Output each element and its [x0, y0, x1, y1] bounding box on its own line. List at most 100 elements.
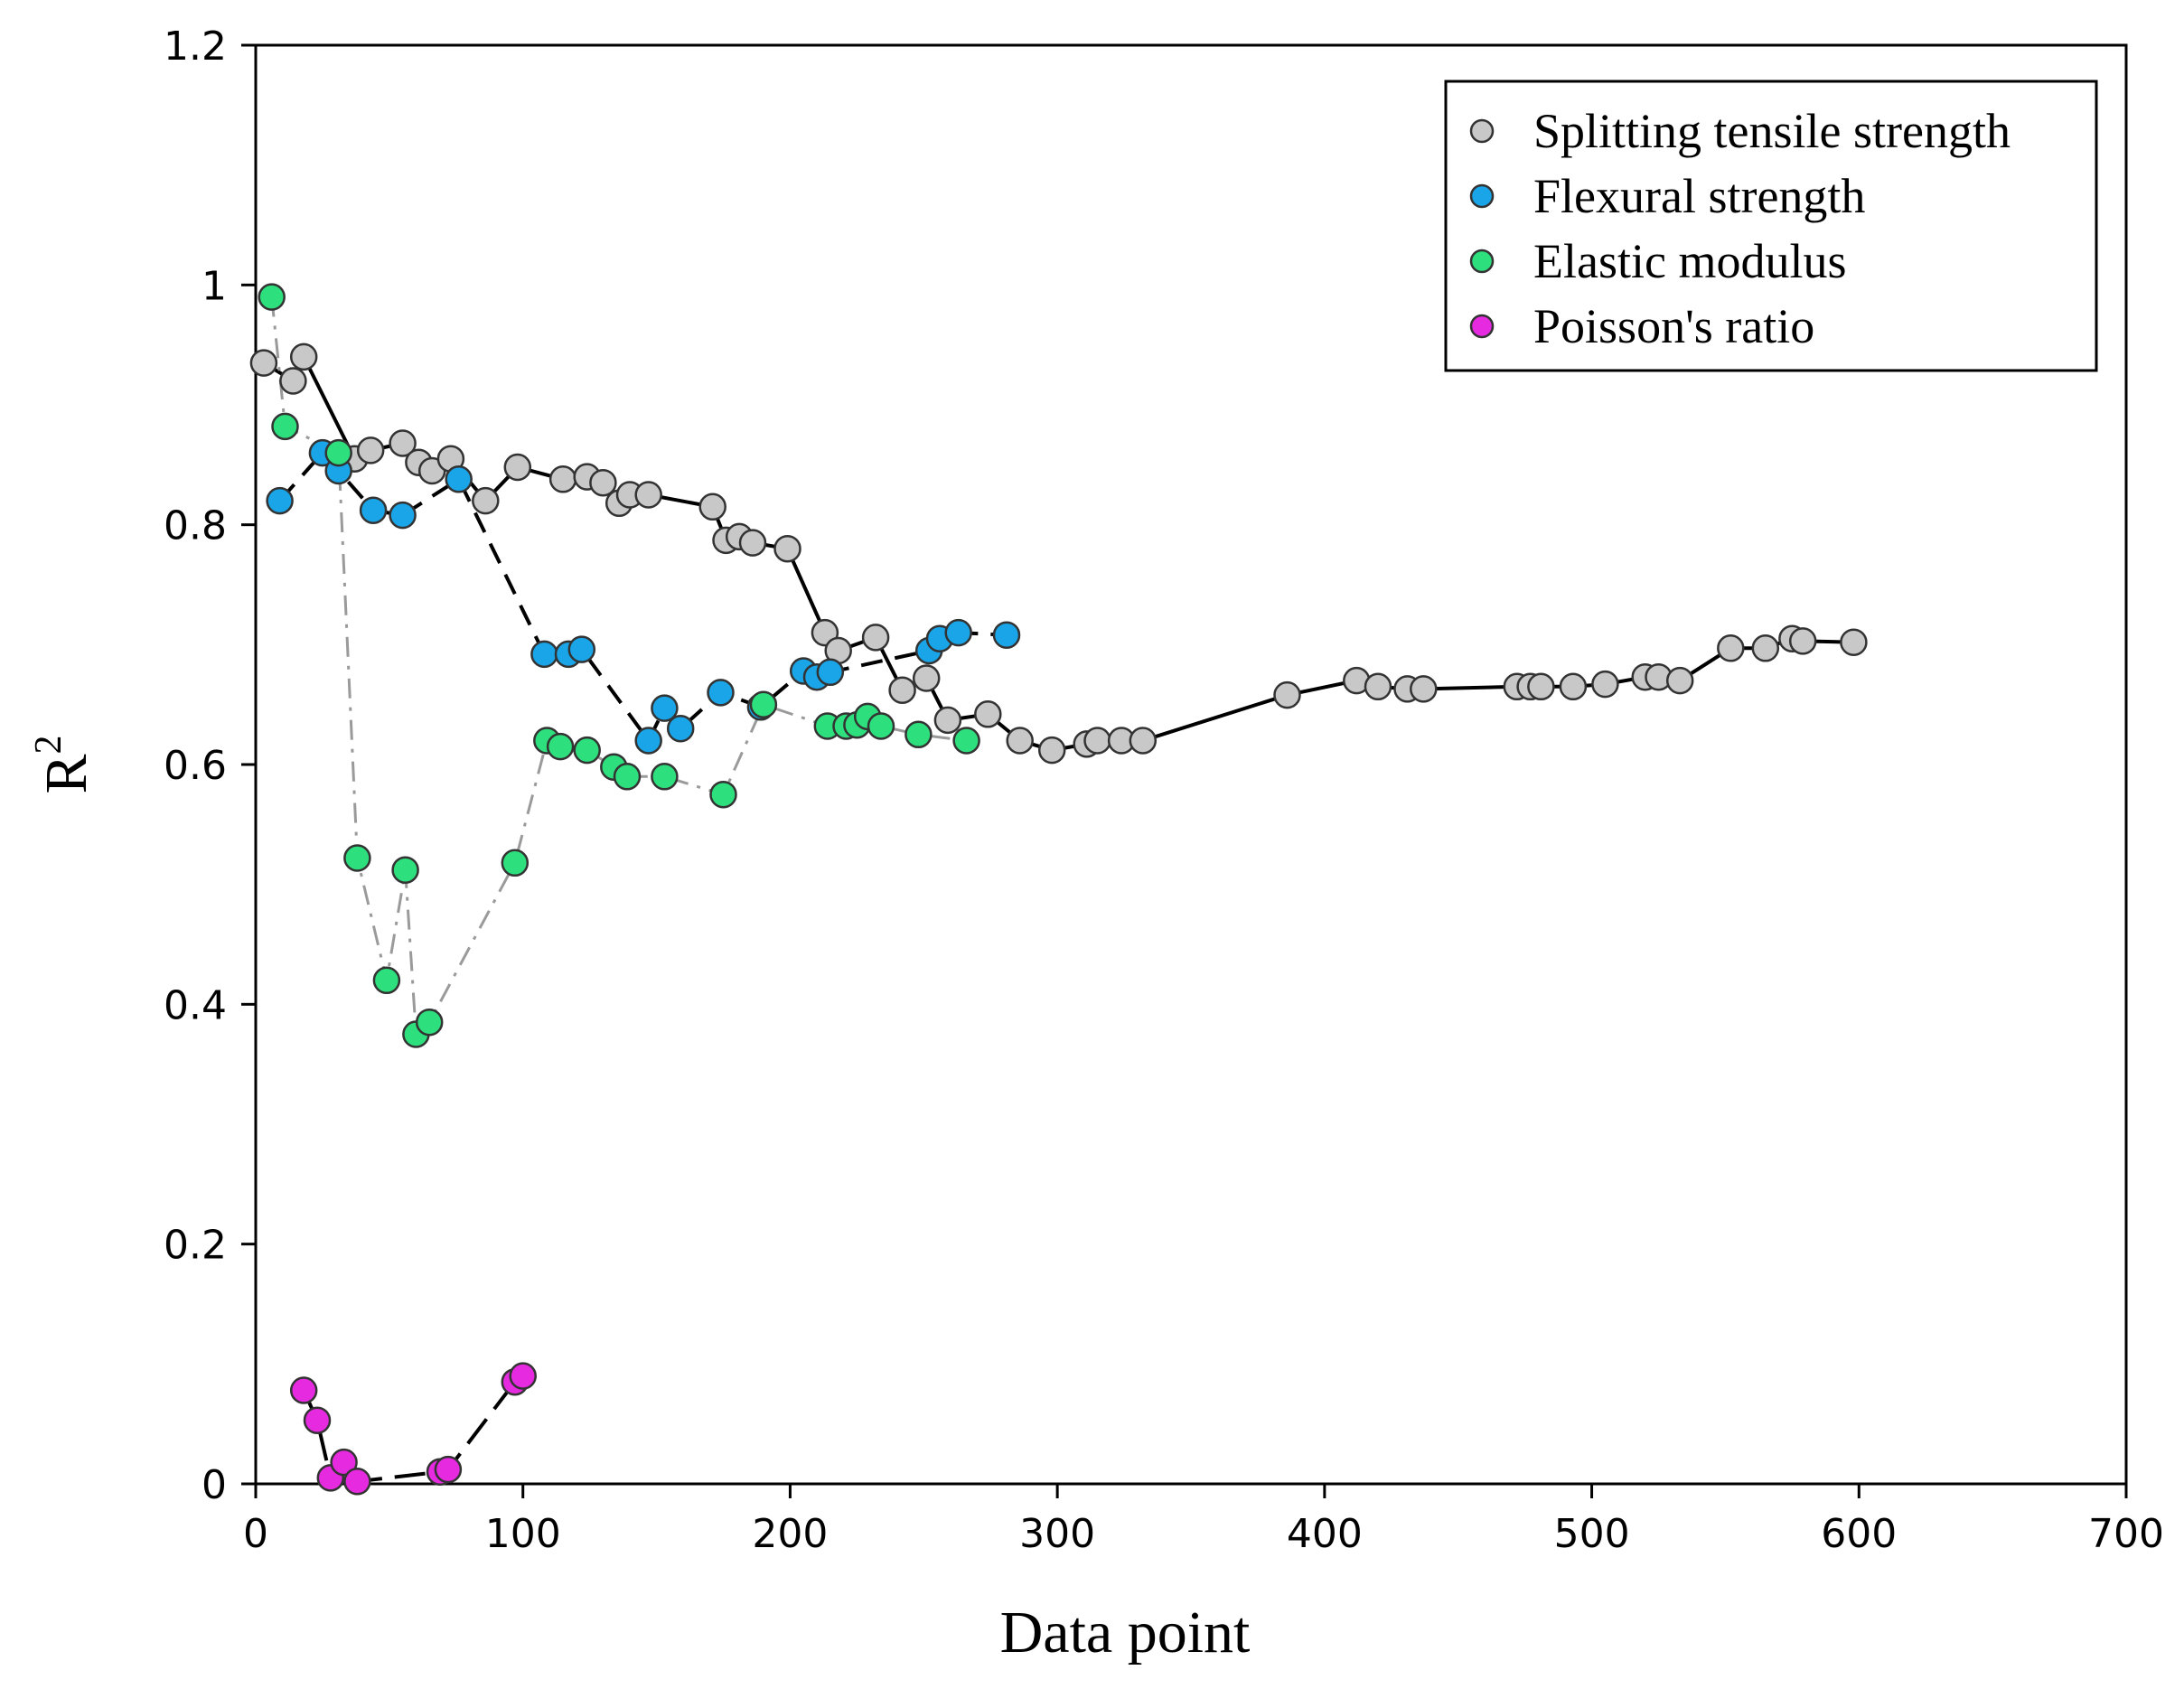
legend-marker [1469, 118, 1495, 144]
data-point [1364, 672, 1392, 701]
data-point [289, 342, 318, 371]
data-point [634, 727, 662, 755]
y-axis-title: R2 [28, 735, 99, 793]
data-point [698, 493, 726, 521]
data-point [530, 640, 558, 669]
data-point [343, 844, 371, 872]
data-point [613, 763, 642, 791]
x-tick-label: 0 [243, 1511, 268, 1557]
data-point [289, 1376, 318, 1404]
data-point [391, 856, 419, 884]
data-point [1037, 736, 1066, 765]
data-point [567, 635, 596, 663]
data-point [1717, 634, 1745, 662]
data-point [573, 736, 601, 765]
data-point [1840, 628, 1868, 656]
data-point [749, 690, 778, 718]
legend-marker [1469, 183, 1495, 209]
data-point [738, 529, 767, 557]
y-tick-label: 0.4 [164, 982, 227, 1028]
data-point [509, 1362, 537, 1390]
data-point [389, 429, 417, 457]
y-tick-label: 0 [202, 1462, 227, 1508]
data-point [1665, 666, 1694, 695]
legend-label: Splitting tensile strength [1533, 104, 2011, 158]
data-point [634, 481, 662, 509]
data-point [773, 534, 801, 563]
y-tick-label: 0.2 [164, 1223, 227, 1269]
x-tick-label: 200 [752, 1511, 828, 1557]
legend-box [1444, 80, 2098, 372]
data-point [1273, 680, 1301, 709]
data-point [434, 1455, 463, 1484]
data-point [258, 283, 286, 311]
data-point [1129, 727, 1158, 755]
data-point [707, 679, 735, 707]
legend-marker [1469, 314, 1495, 339]
data-point [651, 694, 679, 722]
legend-label: Poisson's ratio [1533, 299, 1814, 353]
x-tick-label: 700 [2088, 1511, 2164, 1557]
data-point [933, 706, 962, 735]
x-axis-title: Data point [1000, 1600, 1251, 1666]
data-point [589, 468, 617, 497]
data-point [992, 621, 1021, 649]
x-tick-label: 100 [485, 1511, 561, 1557]
data-point [372, 966, 401, 995]
data-point [330, 1448, 358, 1477]
data-point [472, 486, 500, 515]
data-point [651, 763, 679, 791]
data-point [709, 780, 737, 809]
data-point [1410, 675, 1438, 703]
data-point [1751, 634, 1780, 662]
y-axis-title-superscript: 2 [28, 735, 70, 754]
data-point [303, 1406, 332, 1434]
data-point [1083, 727, 1111, 755]
data-point [389, 501, 417, 530]
data-point [271, 412, 299, 441]
data-point [1591, 670, 1619, 699]
data-point [279, 367, 307, 395]
y-tick-label: 1.2 [164, 23, 227, 70]
data-point [952, 727, 980, 755]
data-point [501, 849, 530, 877]
data-point [974, 700, 1002, 728]
x-tick-label: 500 [1554, 1511, 1630, 1557]
x-tick-label: 400 [1287, 1511, 1363, 1557]
data-point [861, 624, 890, 652]
data-point [356, 436, 385, 464]
data-point [359, 496, 388, 524]
data-point [1006, 727, 1034, 755]
data-point [816, 658, 845, 687]
x-tick-label: 600 [1821, 1511, 1897, 1557]
data-point [944, 618, 972, 647]
data-point [666, 714, 695, 743]
y-tick-label: 0.8 [164, 503, 227, 549]
x-axis-ticks: 0 100 200 300 400 500 600 700 [243, 1484, 2164, 1557]
data-point [324, 438, 352, 467]
data-point [546, 732, 575, 761]
data-point [905, 720, 933, 749]
data-point [912, 664, 941, 692]
data-point [249, 349, 278, 377]
y-axis-ticks: 0 0.2 0.4 0.6 0.8 1 1.2 [164, 23, 256, 1508]
data-point [415, 1008, 444, 1037]
x-tick-label: 300 [1019, 1511, 1095, 1557]
data-point [867, 712, 895, 740]
y-tick-label: 0.6 [164, 743, 227, 789]
data-point [1788, 627, 1817, 655]
y-axis-title-base: R [33, 754, 99, 793]
legend-marker [1469, 249, 1495, 274]
data-point [1527, 672, 1555, 701]
y-tick-label: 1 [202, 263, 227, 309]
legend: Splitting tensile strength Flexural stren… [1444, 80, 2098, 372]
data-point [343, 1468, 371, 1496]
data-point [548, 465, 577, 493]
data-point [266, 486, 294, 515]
series-points [249, 283, 1868, 1496]
legend-label: Elastic modulus [1533, 234, 1846, 288]
data-point [1559, 672, 1588, 701]
data-point [445, 465, 473, 493]
data-point [503, 453, 532, 482]
